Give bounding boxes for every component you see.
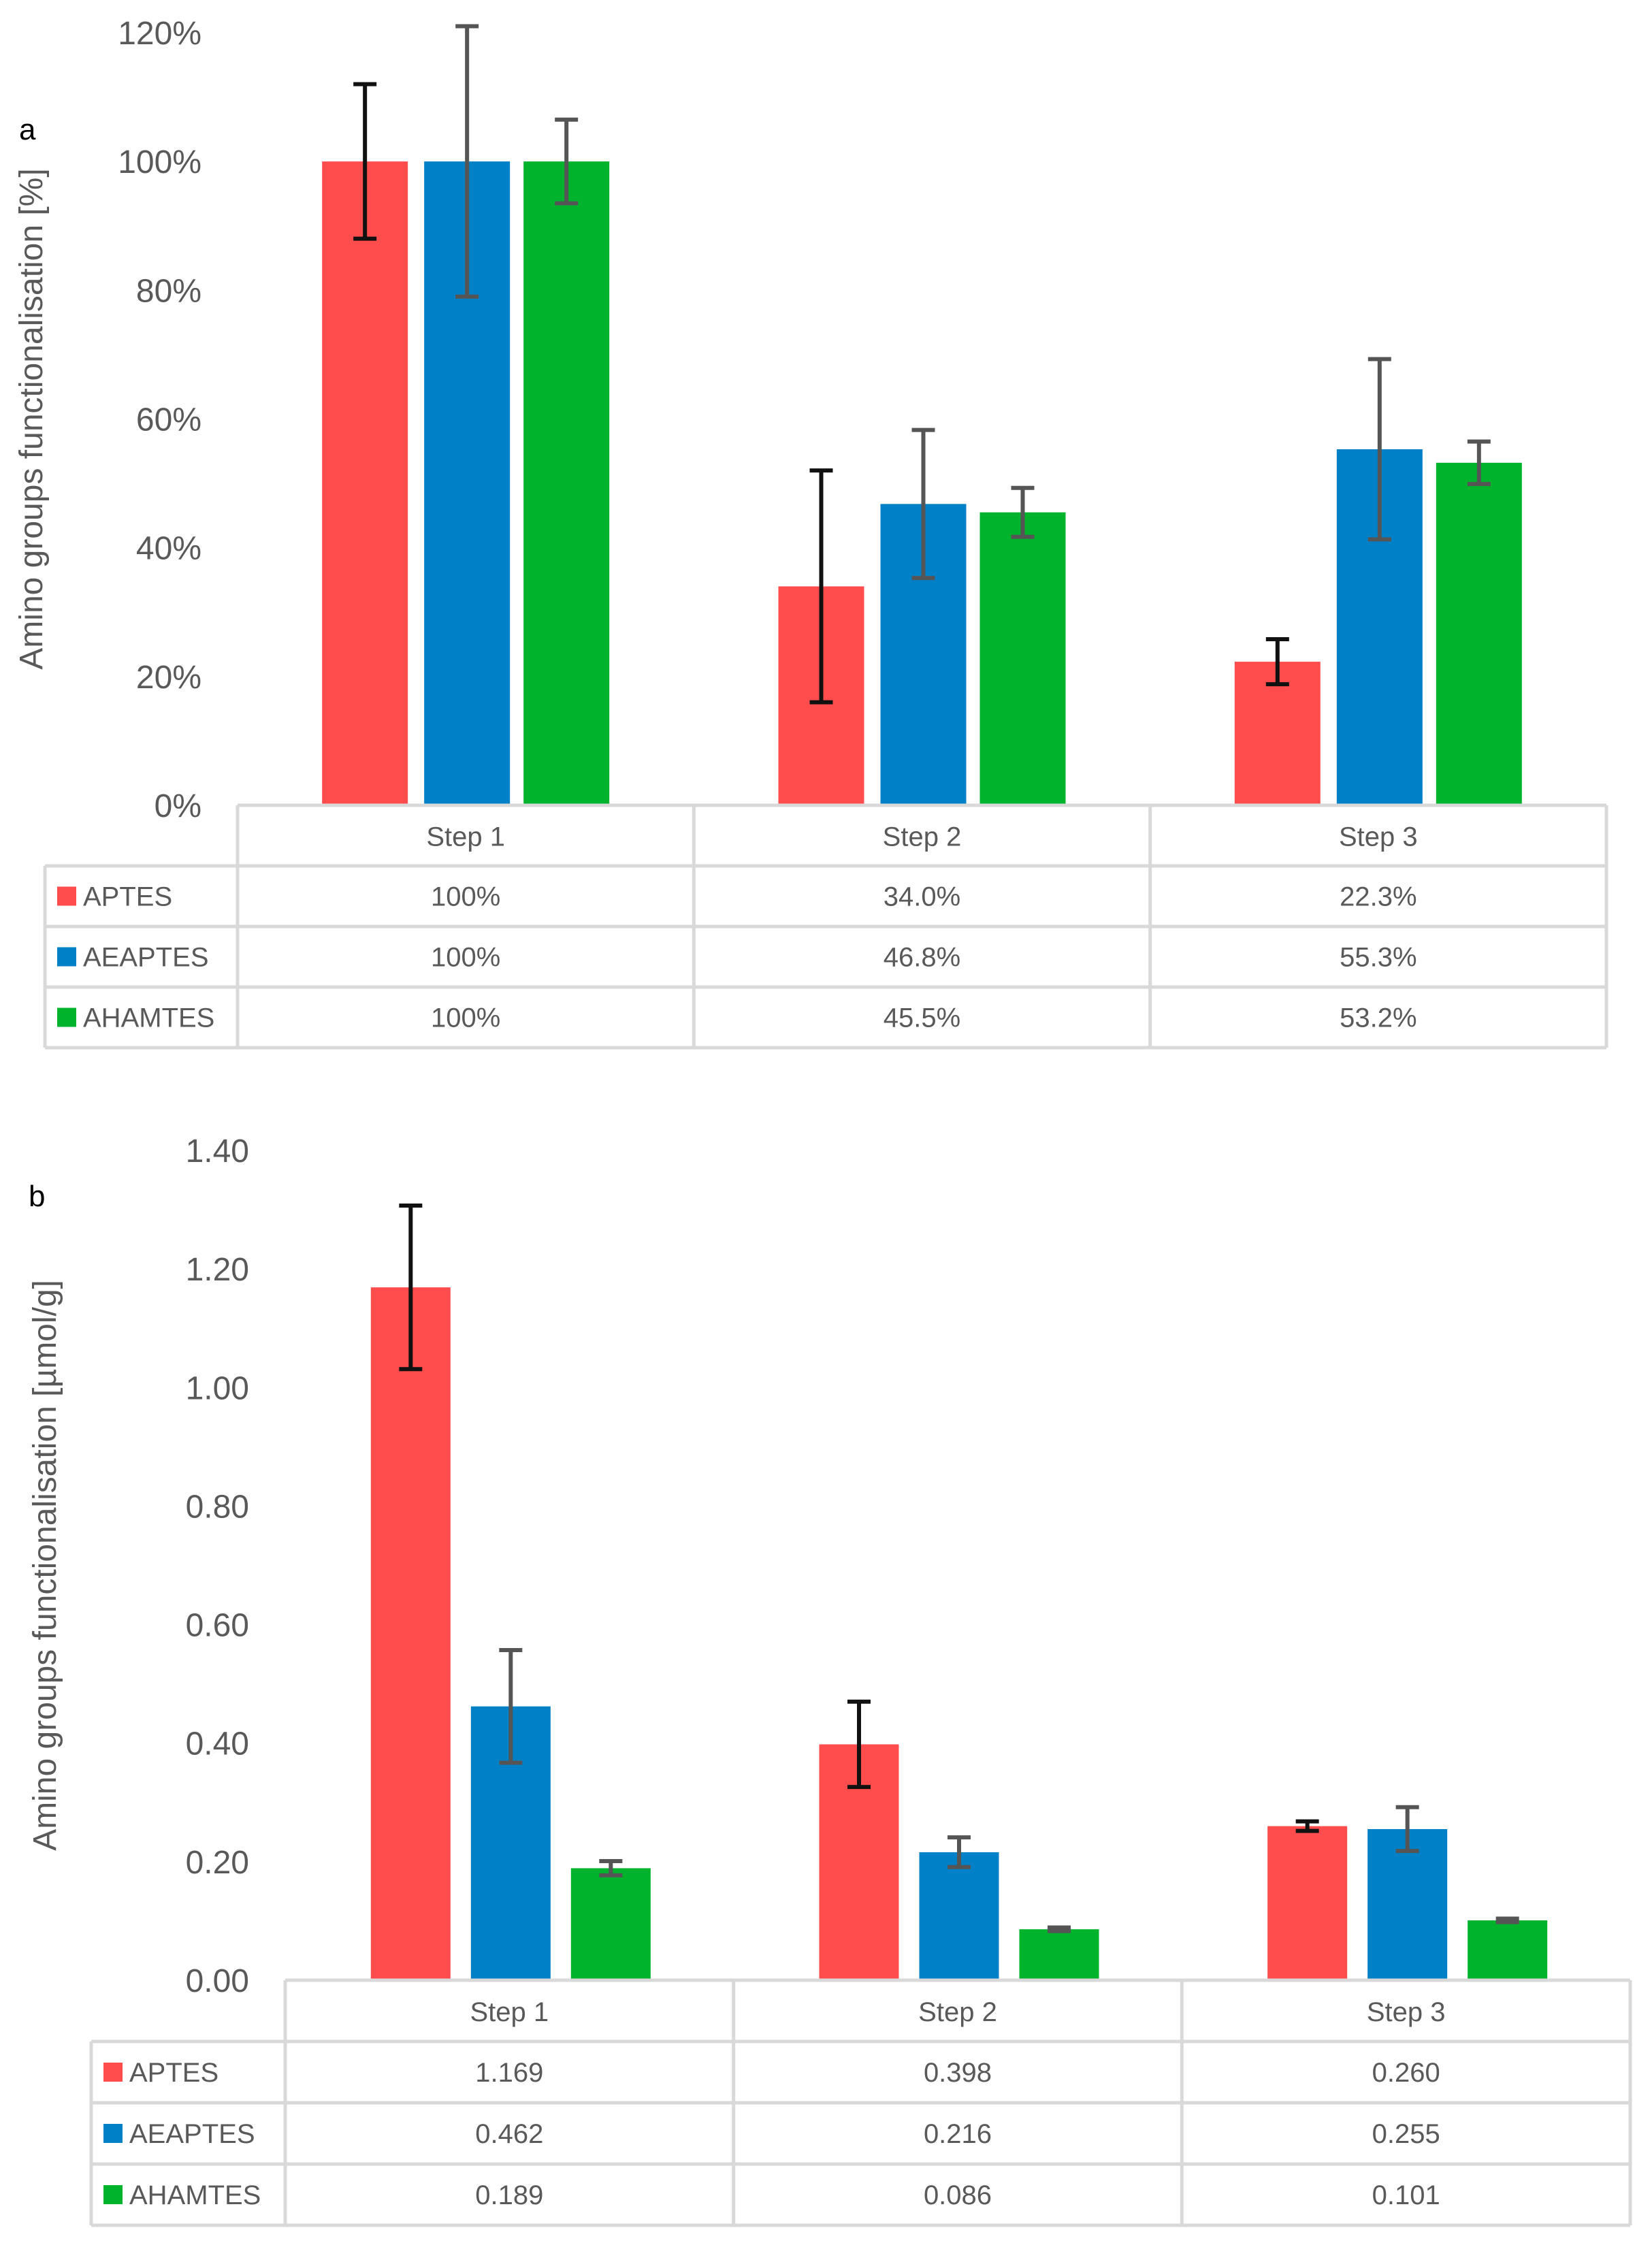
category-label: Step 3 [1367,1997,1446,2027]
y-tick-label: 20% [136,660,201,696]
y-axis-title: Amino groups functionalisation [%] [14,168,50,669]
table-value: 0.101 [1372,2180,1440,2210]
bar-aeaptes-step-2 [919,1852,999,1980]
table-value: 53.2% [1340,1003,1416,1033]
y-tick-label: 1.40 [186,1133,249,1169]
error-bar-aeaptes-step-1 [499,1648,523,1765]
table-value: 46.8% [884,943,960,973]
bar-ahamtes-step-2 [1019,1929,1099,1980]
error-bar-aptes-step-3 [1295,1819,1319,1833]
error-bar-ahamtes-step-1 [599,1858,623,1877]
error-bar-ahamtes-step-2 [1011,485,1035,539]
y-tick-label: 60% [136,402,201,438]
y-tick-label: 0.00 [186,1963,249,1999]
table-value: 100% [431,1003,500,1033]
table-value: 0.462 [475,2119,543,2149]
table-value: 55.3% [1340,943,1416,973]
table-value: 0.398 [924,2058,992,2088]
legend-swatch-aeaptes [103,2124,123,2143]
error-bar-aeaptes-step-1 [455,24,479,299]
table-value: 0.255 [1372,2119,1440,2149]
error-bar-aptes-step-3 [1265,636,1289,687]
legend-swatch-ahamtes [103,2185,123,2204]
bar-aptes-step-3 [1267,1826,1348,1980]
table-value: 0.086 [924,2180,992,2210]
error-bar-aptes-step-1 [399,1203,423,1372]
legend-swatch-ahamtes [57,1007,76,1027]
bar-ahamtes-step-2 [979,512,1066,805]
category-label: Step 1 [470,1997,549,2027]
y-tick-label: 80% [136,273,201,309]
panel-label: b [29,1180,45,1213]
error-bar-aptes-step-1 [353,82,377,241]
y-tick-label: 0.40 [186,1726,249,1762]
legend-label-ahamtes: AHAMTES [83,1003,214,1033]
category-label: Step 1 [426,822,505,852]
y-tick-label: 100% [118,144,201,180]
legend-label-aptes: APTES [83,882,172,912]
y-tick-label: 1.00 [186,1370,249,1406]
bar-ahamtes-step-1 [570,1868,651,1980]
legend-label-aptes: APTES [129,2058,218,2088]
y-tick-label: 0.60 [186,1608,249,1644]
y-tick-label: 0.80 [186,1489,249,1525]
table-value: 100% [431,882,500,912]
y-tick-label: 0% [155,788,201,824]
table-value: 0.260 [1372,2058,1440,2088]
category-label: Step 3 [1339,822,1418,852]
table-value: 22.3% [1340,882,1416,912]
category-label: Step 2 [918,1997,997,2027]
table-value: 0.189 [475,2180,543,2210]
error-bar-aeaptes-step-3 [1395,1805,1419,1854]
error-bar-aptes-step-2 [809,468,833,705]
bar-aptes-step-1 [322,161,408,805]
legend-swatch-aeaptes [57,947,76,967]
y-tick-label: 120% [118,16,201,52]
legend-label-aeaptes: AEAPTES [129,2119,255,2149]
error-bar-aeaptes-step-3 [1367,357,1391,542]
legend-label-ahamtes: AHAMTES [129,2180,261,2210]
error-bar-ahamtes-step-3 [1495,1916,1519,1924]
y-tick-label: 40% [136,531,201,567]
error-bar-ahamtes-step-2 [1048,1925,1071,1933]
bar-ahamtes-step-3 [1468,1920,1548,1980]
data-table: Step 1 Step 2 Step 3 APTES 100% 34.0% 22.3% AEA… [43,803,1608,1050]
bar-aeaptes-step-3 [1367,1828,1448,1980]
category-label: Step 2 [883,822,962,852]
y-tick-label: 0.20 [186,1845,249,1881]
table-value: 100% [431,943,500,973]
legend-swatch-aptes [103,2063,123,2082]
bar-ahamtes-step-3 [1436,462,1522,805]
y-tick-label: 1.20 [186,1252,249,1288]
data-table: Step 1 Step 2 Step 3 APTES 1.169 0.398 0.260 AE… [89,1978,1632,2227]
chart-a: a 0% 20% 40% 60% 80% 100% 120% Amino groups func… [14,16,1608,1050]
legend-swatch-aptes [57,886,76,906]
legend-label-aeaptes: AEAPTES [83,943,209,973]
chart-b: b 0.00 0.20 0.40 0.60 0.80 1.00 1.20 1.40 Amino g… [27,1133,1632,2227]
error-bar-aptes-step-2 [847,1699,871,1790]
error-bar-ahamtes-step-1 [555,117,579,206]
y-axis-title: Amino groups functionalisation [µmol/g] [27,1280,63,1851]
error-bar-aeaptes-step-2 [911,427,935,581]
bar-aptes-step-1 [370,1287,451,1980]
table-value: 0.216 [924,2119,992,2149]
table-value: 45.5% [884,1003,960,1033]
panel-label: a [19,113,36,146]
table-value: 34.0% [884,882,960,912]
error-bar-aeaptes-step-2 [948,1835,971,1869]
table-value: 1.169 [475,2058,543,2088]
error-bar-ahamtes-step-3 [1467,439,1491,487]
bar-ahamtes-step-1 [523,161,610,805]
